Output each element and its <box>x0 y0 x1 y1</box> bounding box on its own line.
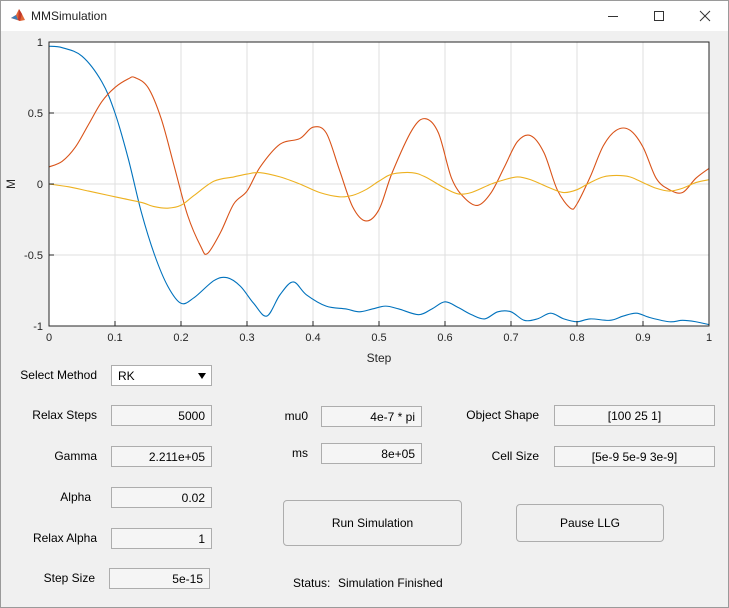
y-tick-label: -1 <box>33 321 43 333</box>
method-dropdown-value: RK <box>118 369 135 383</box>
select-method-label: Select Method <box>20 368 97 382</box>
series-line-1 <box>48 76 710 255</box>
window-title: MMSimulation <box>31 9 108 23</box>
status-value: Simulation Finished <box>338 576 443 590</box>
x-axis-label: Step <box>367 351 392 365</box>
x-tick-label: 0 <box>46 332 52 344</box>
series-line-2 <box>48 171 710 209</box>
close-icon <box>699 10 711 22</box>
x-tick-label: 0.1 <box>107 332 122 344</box>
ms-label: ms <box>292 446 308 460</box>
y-tick-label: 0.5 <box>28 108 43 120</box>
plot-ticks: 0 0.1 0.2 0.3 0.4 0.5 0.6 0.7 0.8 0.9 1 1 0.5 0 -0.5 -1 <box>24 37 712 344</box>
x-tick-label: 0.6 <box>437 332 452 344</box>
x-tick-label: 0.8 <box>569 332 584 344</box>
x-tick-label: 0.2 <box>173 332 188 344</box>
gamma-label: Gamma <box>54 449 97 463</box>
pause-llg-button[interactable]: Pause LLG <box>516 504 664 542</box>
x-tick-label: 1 <box>706 332 712 344</box>
x-tick-label: 0.7 <box>503 332 518 344</box>
plot-series <box>48 45 710 326</box>
cell-size-label: Cell Size <box>491 449 539 463</box>
object-shape-field[interactable]: [100 25 1] <box>554 405 715 426</box>
maximize-icon <box>654 11 664 21</box>
chevron-down-icon <box>198 373 206 379</box>
method-dropdown[interactable]: RK <box>111 365 212 386</box>
step-size-label: Step Size <box>43 571 95 585</box>
minimize-button[interactable] <box>590 1 636 31</box>
ms-field[interactable]: 8e+05 <box>321 443 422 464</box>
status-label: Status: <box>293 576 331 590</box>
relax-alpha-field[interactable]: 1 <box>111 528 212 549</box>
y-tick-label: -0.5 <box>24 250 43 262</box>
mu0-label: mu0 <box>284 409 308 423</box>
relax-steps-label: Relax Steps <box>32 408 97 422</box>
y-tick-label: 1 <box>37 37 43 49</box>
cell-size-field[interactable]: [5e-9 5e-9 3e-9] <box>554 446 715 467</box>
y-tick-label: 0 <box>37 179 43 191</box>
maximize-button[interactable] <box>636 1 682 31</box>
relax-steps-field[interactable]: 5000 <box>111 405 212 426</box>
x-tick-label: 0.5 <box>371 332 386 344</box>
magnetization-plot: 0 0.1 0.2 0.3 0.4 0.5 0.6 0.7 0.8 0.9 1 1 0.5 0 -0.5 -1… <box>4 37 712 365</box>
run-simulation-button[interactable]: Run Simulation <box>283 500 462 546</box>
matlab-logo-icon <box>10 8 26 24</box>
close-button[interactable] <box>682 1 728 31</box>
alpha-field[interactable]: 0.02 <box>111 487 212 508</box>
title-bar: MMSimulation <box>1 1 728 31</box>
mu0-field[interactable]: 4e-7 * pi <box>321 406 422 427</box>
y-axis-label: M <box>4 179 18 189</box>
series-line-0 <box>48 45 710 326</box>
object-shape-label: Object Shape <box>466 408 539 422</box>
x-tick-label: 0.9 <box>635 332 650 344</box>
step-size-field[interactable]: 5e-15 <box>109 568 210 589</box>
relax-alpha-label: Relax Alpha <box>32 531 97 545</box>
x-tick-label: 0.3 <box>239 332 254 344</box>
x-tick-label: 0.4 <box>305 332 320 344</box>
alpha-label: Alpha <box>60 490 91 504</box>
minimize-icon <box>608 16 618 17</box>
gamma-field[interactable]: 2.211e+05 <box>111 446 212 467</box>
